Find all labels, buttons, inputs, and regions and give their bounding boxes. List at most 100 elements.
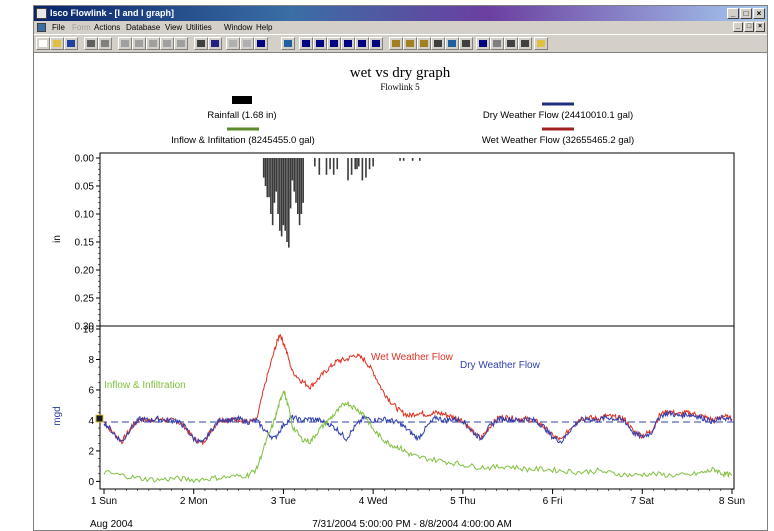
print-preview-button[interactable]: [98, 37, 112, 50]
cut-icon: [121, 40, 129, 47]
tool-d-icon: [434, 40, 442, 47]
flow-tick-label: 6: [88, 385, 94, 396]
fast-forward-button[interactable]: [355, 37, 369, 50]
tool-c-button[interactable]: [417, 37, 431, 50]
flow-tick-label: 4: [88, 416, 94, 427]
disabled-tool-button[interactable]: [226, 37, 240, 50]
new-button[interactable]: [36, 37, 50, 50]
copy-button[interactable]: [132, 37, 146, 50]
title-bar[interactable]: Isco Flowlink - [I and I graph] _ □ ×: [34, 6, 767, 21]
menu-bar: File Form Actions Database View Utilitie…: [34, 21, 767, 34]
close-button[interactable]: ×: [753, 8, 765, 19]
pen-button[interactable]: [208, 37, 222, 50]
menu-database[interactable]: Database: [126, 23, 161, 32]
rewind-button[interactable]: [313, 37, 327, 50]
fast-forward-icon: [358, 40, 366, 47]
rainfall-tick-label: 0.15: [75, 238, 95, 249]
rainfall-tick-label: 0.25: [75, 294, 95, 305]
menu-window[interactable]: Window: [224, 23, 253, 32]
tool-b-button[interactable]: [403, 37, 417, 50]
wet-flow-annotation: Wet Weather Flow: [371, 352, 454, 363]
time-axis: 1 Sun 2 Mon 3 Tue 4 Wed 5 Thu 6 Fri 7 Sat 8 Sun: [91, 489, 745, 507]
rainfall-axis: 0.00 0.05 0.10 0.15 0.20 0.25 0.30: [75, 154, 100, 333]
print-icon: [87, 40, 95, 47]
previous-button[interactable]: [327, 37, 341, 50]
next-button[interactable]: [341, 37, 355, 50]
tool-b-icon: [406, 40, 414, 47]
graph-title: wet vs dry graph: [350, 65, 451, 81]
previous-icon: [330, 40, 338, 47]
tool-d-button[interactable]: [431, 37, 445, 50]
doc-minimize-button[interactable]: _: [733, 22, 743, 32]
tool-c-icon: [420, 40, 428, 47]
disabled-tool-icon: [229, 40, 237, 47]
pen-icon: [211, 40, 219, 47]
menu-file[interactable]: File: [52, 23, 65, 32]
legend-ii-label: Inflow & Infiltation (8245455.0 gal): [171, 135, 315, 146]
flow-tick-label: 0: [88, 477, 94, 488]
save-icon: [67, 40, 75, 47]
flow-axis-label: mgd: [52, 406, 63, 425]
document-controls: _ □ ×: [733, 22, 765, 32]
last-record-button[interactable]: [369, 37, 383, 50]
delete-button[interactable]: [240, 37, 254, 50]
rainfall-tick-label: 0.05: [75, 182, 95, 193]
tool-e-button[interactable]: [445, 37, 459, 50]
undo-button[interactable]: [160, 37, 174, 50]
flowlink-window: Isco Flowlink - [I and I graph] _ □ × Fi…: [33, 5, 768, 531]
zoom-box-icon: [493, 40, 501, 47]
export-icon: [537, 40, 545, 47]
binoculars-button[interactable]: [194, 37, 208, 50]
inflow-infiltration-line: [103, 390, 733, 484]
window-title: Isco Flowlink - [I and I graph]: [50, 8, 175, 18]
time-tick-label: 1 Sun: [91, 496, 117, 507]
rainfall-bars: [262, 158, 421, 248]
menu-form: Form: [72, 23, 91, 32]
info-button[interactable]: [476, 37, 490, 50]
legend-dry-label: Dry Weather Flow (24410010.1 gal): [483, 110, 633, 121]
menu-actions[interactable]: Actions: [94, 23, 121, 32]
graph-button[interactable]: [281, 37, 295, 50]
cut-button[interactable]: [118, 37, 132, 50]
save-button[interactable]: [64, 37, 78, 50]
graph-subtitle: Flowlink 5: [380, 82, 420, 92]
zoom-out-icon: [521, 40, 529, 47]
maximize-button[interactable]: □: [740, 8, 752, 19]
delete-icon: [243, 40, 251, 47]
ii-flow-annotation: Inflow & Infiltration: [104, 380, 186, 391]
rainfall-tick-label: 0.20: [75, 266, 95, 277]
properties-button[interactable]: [174, 37, 188, 50]
zoom-box-button[interactable]: [490, 37, 504, 50]
paste-button[interactable]: [146, 37, 160, 50]
export-button[interactable]: [534, 37, 548, 50]
document-icon[interactable]: [37, 23, 46, 32]
undo-icon: [163, 40, 171, 47]
zoom-in-button[interactable]: [504, 37, 518, 50]
menu-help[interactable]: Help: [256, 23, 273, 32]
open-button[interactable]: [50, 37, 64, 50]
menu-view[interactable]: View: [165, 23, 183, 32]
flow-series: [103, 333, 733, 484]
zoom-out-button[interactable]: [518, 37, 532, 50]
rainfall-tick-label: 0.30: [75, 322, 95, 333]
legend-rainfall-swatch: [232, 96, 252, 104]
help-pointer-button[interactable]: [254, 37, 268, 50]
properties-icon: [177, 40, 185, 47]
tool-f-button[interactable]: [459, 37, 473, 50]
flow-tick-label: 8: [88, 355, 94, 366]
cursor-marker[interactable]: [95, 414, 104, 423]
flow-tick-label: 10: [83, 325, 95, 336]
doc-close-button[interactable]: ×: [755, 22, 765, 32]
doc-restore-button[interactable]: □: [744, 22, 754, 32]
first-record-button[interactable]: [299, 37, 313, 50]
minimize-button[interactable]: _: [727, 8, 739, 19]
menu-utilities[interactable]: Utilities: [186, 23, 212, 32]
time-tick-label: 6 Fri: [543, 496, 563, 507]
flow-plot-frame: [99, 325, 735, 490]
tool-f-icon: [462, 40, 470, 47]
legend-rainfall-label: Rainfall (1.68 in): [207, 110, 276, 121]
tool-a-button[interactable]: [389, 37, 403, 50]
tool-a-icon: [392, 40, 400, 47]
legend-wet-label: Wet Weather Flow (32655465.2 gal): [482, 135, 634, 146]
print-button[interactable]: [84, 37, 98, 50]
